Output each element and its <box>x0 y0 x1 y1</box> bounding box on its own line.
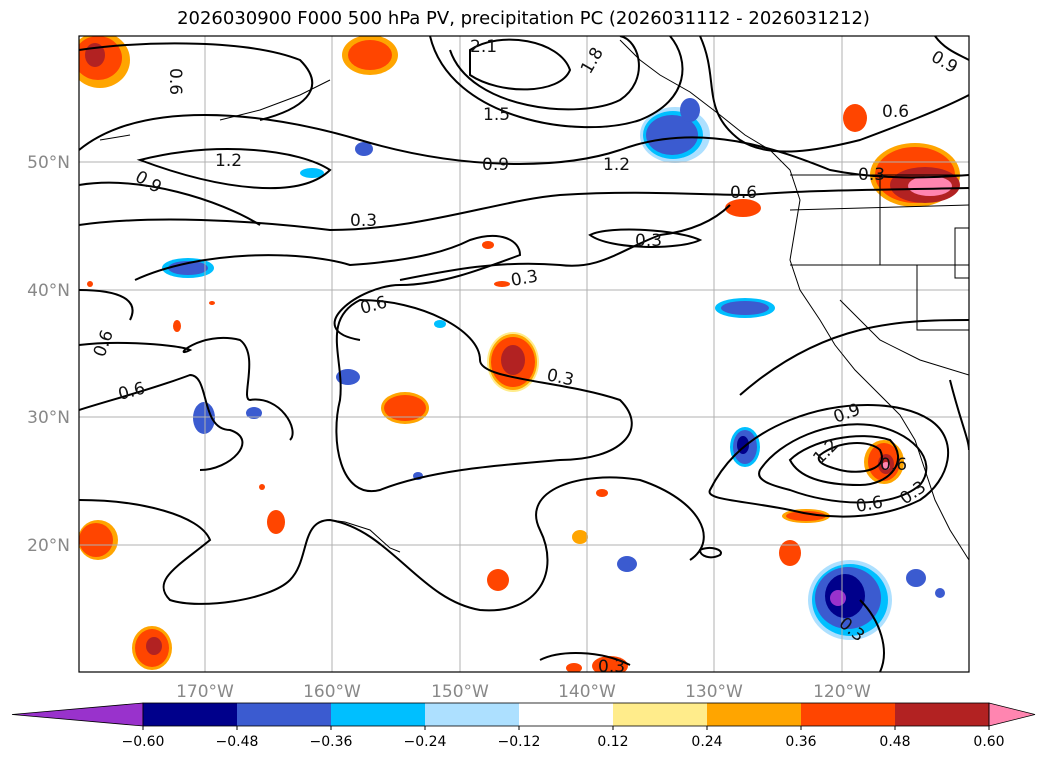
lat-axis-labels: 50°N 40°N 30°N 20°N <box>27 153 70 556</box>
contour-label: 0.6 <box>90 327 118 359</box>
colorbar-tick-label: −0.60 <box>122 734 165 750</box>
colorbar-tick-label: −0.48 <box>216 734 259 750</box>
lat-tick-label: 40°N <box>27 281 70 301</box>
contour-label: 0.9 <box>482 155 509 175</box>
colorbar-tick-label: −0.36 <box>310 734 353 750</box>
colorbar-frame <box>142 702 990 727</box>
colorbar-tick-label: 0.24 <box>691 734 722 750</box>
contour-label: 0.9 <box>928 47 961 78</box>
colorbar-extend-low <box>11 702 144 727</box>
contour-label: 0.3 <box>350 211 377 231</box>
contour-label: 0.3 <box>545 365 576 390</box>
colorbar-segment <box>425 703 520 726</box>
lon-tick-label: 170°W <box>176 682 234 702</box>
contour-label: 1.2 <box>809 435 842 468</box>
colorbar-segment <box>707 703 802 726</box>
contour-label: 0.6 <box>165 68 185 95</box>
contour-label: 0.6 <box>854 493 884 517</box>
colorbar-segment <box>237 703 332 726</box>
colorbar-tick-label: 0.36 <box>785 734 816 750</box>
contour-label: 1.8 <box>577 44 608 77</box>
contour-label: 2.1 <box>470 37 497 57</box>
colorbar-segment <box>895 703 990 726</box>
lon-tick-label: 120°W <box>813 682 871 702</box>
lon-tick-label: 150°W <box>431 682 489 702</box>
contour-label: 0.6 <box>880 455 907 475</box>
contour-label: 0.3 <box>858 165 885 185</box>
contour-label: 1.5 <box>483 105 510 125</box>
contour-label: 0.6 <box>882 102 909 122</box>
lat-tick-label: 20°N <box>27 536 70 556</box>
colorbar-extend-high <box>988 702 1036 727</box>
colorbar-tick-label: 0.12 <box>597 734 628 750</box>
contour-label: 0.6 <box>358 293 389 319</box>
lon-axis-labels: 170°W 160°W 150°W 140°W 130°W 120°W <box>176 682 871 702</box>
lon-tick-label: 130°W <box>685 682 743 702</box>
lat-tick-label: 50°N <box>27 153 70 173</box>
contour-label: 0.3 <box>896 477 930 509</box>
colorbar-segment <box>143 703 238 726</box>
contour-label: 0.3 <box>598 657 625 677</box>
colorbar: −0.60 −0.48 −0.36 −0.24 −0.12 0.12 0.24 0.36 0.4… <box>11 702 1036 750</box>
contour-label: 0.6 <box>116 379 147 405</box>
precip-blobs <box>79 36 960 672</box>
contour-label: 0.6 <box>730 183 757 203</box>
chart-title: 2026030900 F000 500 hPa PV, precipitatio… <box>177 8 870 29</box>
colorbar-segment <box>519 703 614 726</box>
colorbar-segment <box>613 703 708 726</box>
lon-tick-label: 140°W <box>558 682 616 702</box>
pv-contours <box>79 36 969 672</box>
lat-tick-label: 30°N <box>27 408 70 428</box>
contour-label: 0.3 <box>635 231 662 251</box>
colorbar-tick-label: 0.48 <box>879 734 910 750</box>
colorbar-tick-label: −0.24 <box>404 734 447 750</box>
contour-label: 1.2 <box>215 151 242 171</box>
lon-tick-label: 160°W <box>303 682 361 702</box>
colorbar-segment <box>801 703 896 726</box>
contour-label: 0.9 <box>132 167 165 198</box>
coastlines <box>99 39 969 561</box>
colorbar-tick-label: −0.12 <box>498 734 541 750</box>
colorbar-segment <box>331 703 426 726</box>
colorbar-tick-label: 0.60 <box>973 734 1004 750</box>
contour-label: 1.2 <box>603 155 630 175</box>
map-frame <box>78 35 970 673</box>
map-area: 2.1 1.8 1.5 1.2 1.2 0.9 0.9 0.9 0.6 0.6 … <box>79 36 969 677</box>
contour-label: 0.3 <box>509 267 539 291</box>
